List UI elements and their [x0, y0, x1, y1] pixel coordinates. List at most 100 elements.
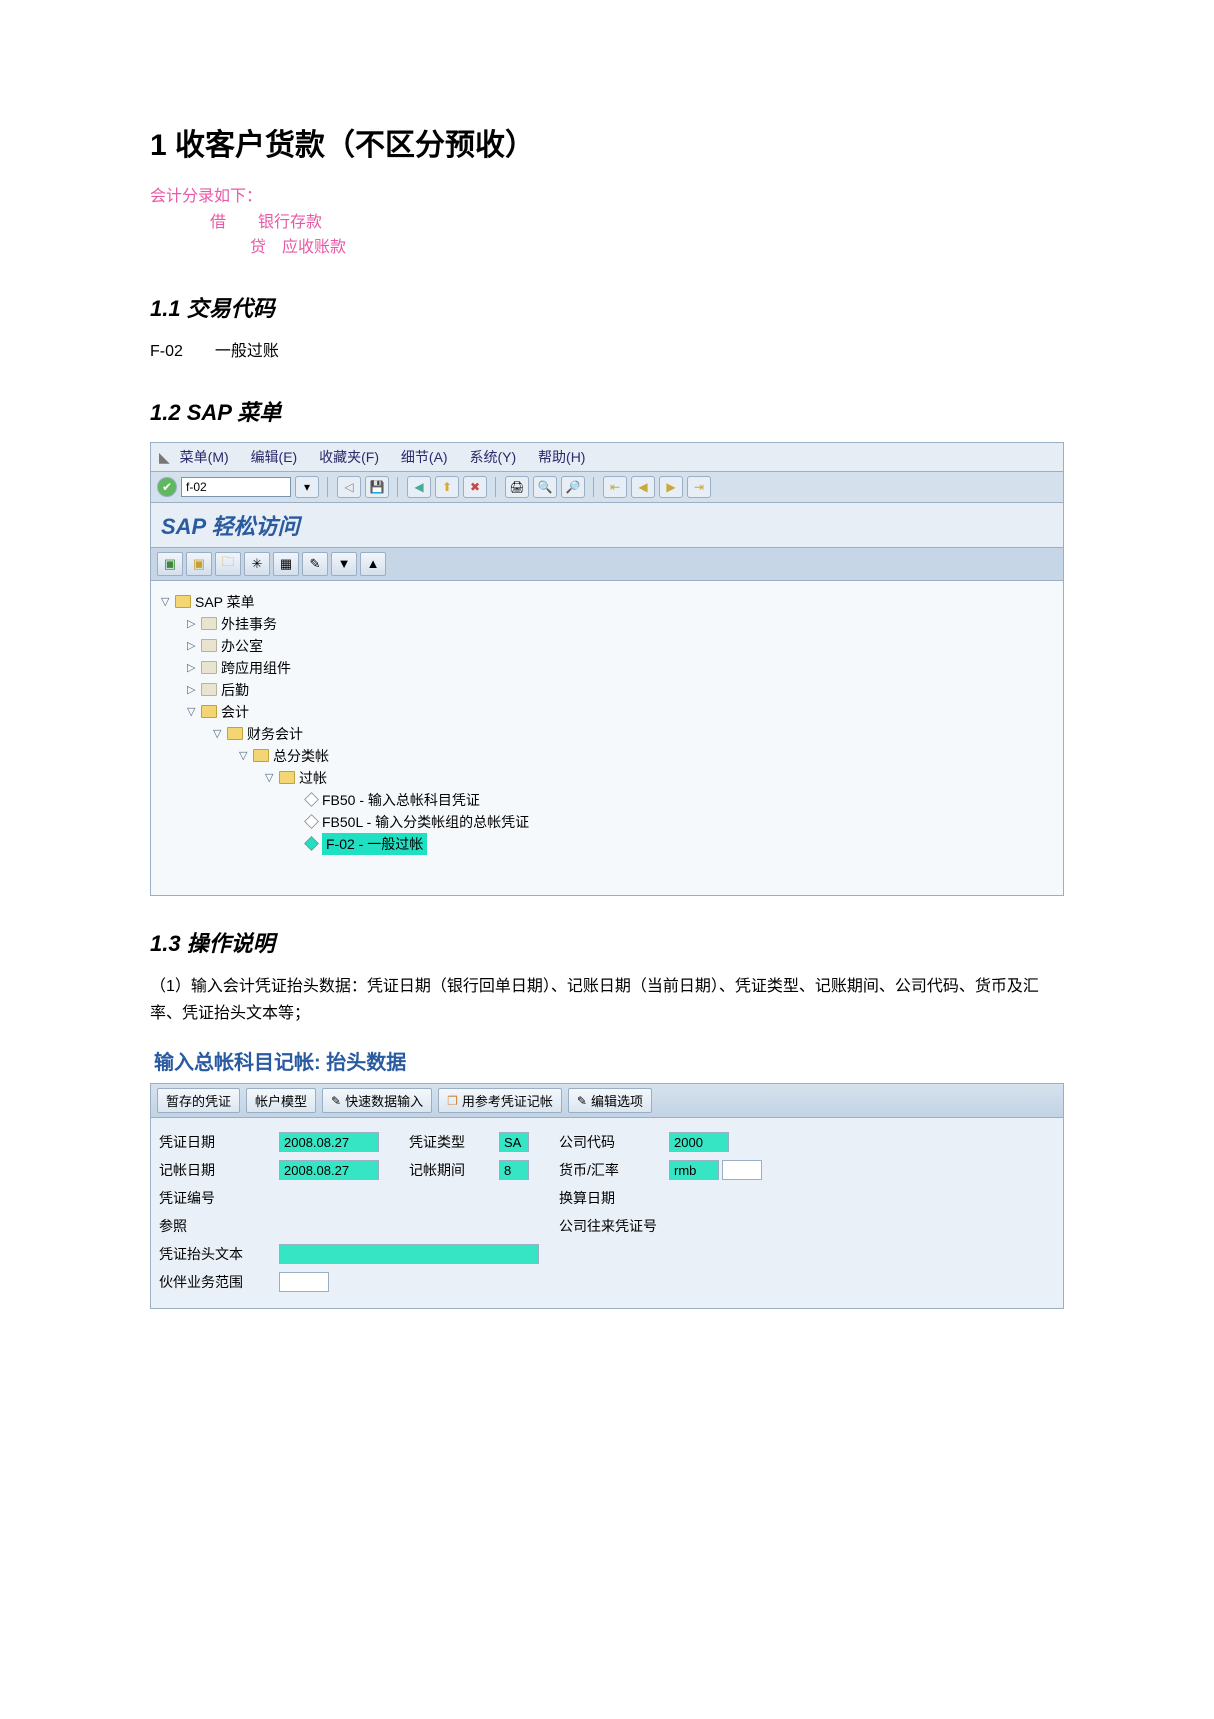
- nav-icon[interactable]: ◀: [631, 476, 655, 498]
- back-icon[interactable]: ◁: [337, 476, 361, 498]
- sap2-toolbar: 暂存的凭证 帐户模型 ✎快速数据输入 ❐用参考凭证记帐 ✎编辑选项: [150, 1083, 1064, 1118]
- tree-leaf[interactable]: FB50L - 输入分类帐组的总帐凭证: [157, 811, 1057, 833]
- input-currency[interactable]: rmb: [669, 1160, 719, 1180]
- menu-item[interactable]: 编辑(E): [251, 449, 298, 465]
- acct-model-button[interactable]: 帐户模型: [246, 1088, 316, 1113]
- tree-node[interactable]: ▷ 跨应用组件: [157, 657, 1057, 679]
- tree-label: 财务会计: [247, 724, 303, 744]
- label-currency: 货币/汇率: [559, 1160, 669, 1180]
- dropdown-icon[interactable]: ▾: [295, 476, 319, 498]
- input-voucher-date[interactable]: 2008.08.27: [279, 1132, 379, 1152]
- tree-label: SAP 菜单: [195, 592, 255, 612]
- label-company: 公司代码: [559, 1132, 669, 1152]
- label-translate-date: 换算日期: [559, 1188, 669, 1208]
- exit-icon[interactable]: ⬆: [435, 476, 459, 498]
- label-voucher-date: 凭证日期: [159, 1132, 279, 1152]
- tcode-text: F-02 一般过账: [150, 338, 1064, 365]
- pink-line-2: 借 银行存款: [150, 210, 1064, 236]
- label-partner: 伙伴业务范围: [159, 1272, 279, 1292]
- held-docs-button[interactable]: 暂存的凭证: [157, 1088, 240, 1113]
- enter-icon[interactable]: ✔: [157, 477, 177, 497]
- tree-label: 过帐: [299, 768, 327, 788]
- heading-1: 1 收客户货款（不区分预收）: [150, 120, 1064, 164]
- sap-window-title: SAP 轻松访问: [151, 503, 1063, 548]
- tree-node[interactable]: ▽ 会计: [157, 701, 1057, 723]
- copy-icon: ❐: [447, 1094, 458, 1108]
- tree-label: 跨应用组件: [221, 658, 291, 678]
- tree-label: F-02 - 一般过帐: [322, 833, 427, 855]
- input-post-date[interactable]: 2008.08.27: [279, 1160, 379, 1180]
- tree-label: FB50 - 输入总帐科目凭证: [322, 790, 480, 810]
- tree-node[interactable]: ▷ 办公室: [157, 635, 1057, 657]
- tb-down-icon[interactable]: ▼: [331, 552, 357, 576]
- fast-entry-button[interactable]: ✎快速数据输入: [322, 1088, 432, 1113]
- edit-options-button[interactable]: ✎编辑选项: [568, 1088, 652, 1113]
- label-header-text: 凭证抬头文本: [159, 1244, 279, 1264]
- tcode-icon: [304, 815, 319, 830]
- print-icon[interactable]: 🖨: [505, 476, 529, 498]
- tree-label: 后勤: [221, 680, 249, 700]
- para-3-1: （1）输入会计凭证抬头数据：凭证日期（银行回单日期）、记账日期（当前日期）、凭证…: [150, 973, 1064, 1027]
- sap-easy-access-window: ◣ 菜单(M) 编辑(E) 收藏夹(F) 细节(A) 系统(Y) 帮助(H) ✔…: [150, 442, 1064, 896]
- input-rate[interactable]: [722, 1160, 762, 1180]
- tb-icon[interactable]: 🗀: [215, 552, 241, 576]
- tree-root[interactable]: ▽ SAP 菜单: [157, 591, 1057, 613]
- tb-icon[interactable]: ▦: [273, 552, 299, 576]
- menu-item[interactable]: 收藏夹(F): [319, 449, 379, 465]
- tcode-icon: [304, 793, 319, 808]
- tb-icon[interactable]: ✳: [244, 552, 270, 576]
- sap-tree: ▽ SAP 菜单 ▷ 外挂事务 ▷ 办公室 ▷ 跨应用组件 ▷ 后勤 ▽ 会计 …: [151, 581, 1063, 895]
- heading-1-1: 1.1 交易代码: [150, 291, 1064, 323]
- input-voucher-type[interactable]: SA: [499, 1132, 529, 1152]
- tree-leaf[interactable]: FB50 - 输入总帐科目凭证: [157, 789, 1057, 811]
- tb-icon[interactable]: ✎: [302, 552, 328, 576]
- sap-app-toolbar: ▣ ▣ 🗀 ✳ ▦ ✎ ▼ ▲: [151, 548, 1063, 581]
- tree-label: FB50L - 输入分类帐组的总帐凭证: [322, 812, 529, 832]
- nav-icon[interactable]: ⇥: [687, 476, 711, 498]
- label-reference: 参照: [159, 1216, 279, 1236]
- label-voucher-no: 凭证编号: [159, 1188, 279, 1208]
- tree-node[interactable]: ▽ 财务会计: [157, 723, 1057, 745]
- tree-label: 总分类帐: [273, 746, 329, 766]
- input-period[interactable]: 8: [499, 1160, 529, 1180]
- find-next-icon[interactable]: 🔎: [561, 476, 585, 498]
- sap-toolbar: ✔ ▾ ◁ 💾 ◀ ⬆ ✖ 🖨 🔍 🔎 ⇤ ◀ ▶ ⇥: [151, 472, 1063, 503]
- tree-node[interactable]: ▷ 外挂事务: [157, 613, 1057, 635]
- tb-up-icon[interactable]: ▲: [360, 552, 386, 576]
- pink-line-3: 贷 应收账款: [150, 235, 1064, 261]
- cancel-icon[interactable]: ✖: [463, 476, 487, 498]
- post-ref-button[interactable]: ❐用参考凭证记帐: [438, 1088, 562, 1113]
- command-field[interactable]: [181, 477, 291, 497]
- tcode-icon: [304, 837, 319, 852]
- label-voucher-type: 凭证类型: [409, 1132, 499, 1152]
- label-inter-co: 公司往来凭证号: [559, 1216, 669, 1236]
- tree-label: 办公室: [221, 636, 263, 656]
- save-icon[interactable]: 💾: [365, 476, 389, 498]
- tree-node[interactable]: ▷ 后勤: [157, 679, 1057, 701]
- tb-icon[interactable]: ▣: [157, 552, 183, 576]
- input-partner[interactable]: [279, 1272, 329, 1292]
- label-period: 记帐期间: [409, 1160, 499, 1180]
- sap2-title: 输入总帐科目记帐: 抬头数据: [150, 1042, 1064, 1083]
- menu-item[interactable]: 帮助(H): [538, 449, 585, 465]
- tb-icon[interactable]: ▣: [186, 552, 212, 576]
- menu-item[interactable]: 菜单(M): [180, 449, 229, 465]
- tree-node[interactable]: ▽ 过帐: [157, 767, 1057, 789]
- pink-line-1: 会计分录如下：: [150, 184, 1064, 210]
- pencil-icon: ✎: [577, 1094, 587, 1108]
- back-green-icon[interactable]: ◀: [407, 476, 431, 498]
- menu-item[interactable]: 系统(Y): [469, 449, 516, 465]
- wand-icon: ✎: [331, 1094, 341, 1108]
- input-company[interactable]: 2000: [669, 1132, 729, 1152]
- nav-icon[interactable]: ▶: [659, 476, 683, 498]
- find-icon[interactable]: 🔍: [533, 476, 557, 498]
- tree-node[interactable]: ▽ 总分类帐: [157, 745, 1057, 767]
- tree-leaf-highlighted[interactable]: F-02 - 一般过帐: [157, 833, 1057, 855]
- menu-corner-icon: ◣: [159, 449, 170, 465]
- tree-label: 会计: [221, 702, 249, 722]
- menu-item[interactable]: 细节(A): [401, 449, 448, 465]
- sap-menubar: ◣ 菜单(M) 编辑(E) 收藏夹(F) 细节(A) 系统(Y) 帮助(H): [151, 443, 1063, 472]
- nav-icon[interactable]: ⇤: [603, 476, 627, 498]
- label-post-date: 记帐日期: [159, 1160, 279, 1180]
- input-header-text[interactable]: [279, 1244, 539, 1264]
